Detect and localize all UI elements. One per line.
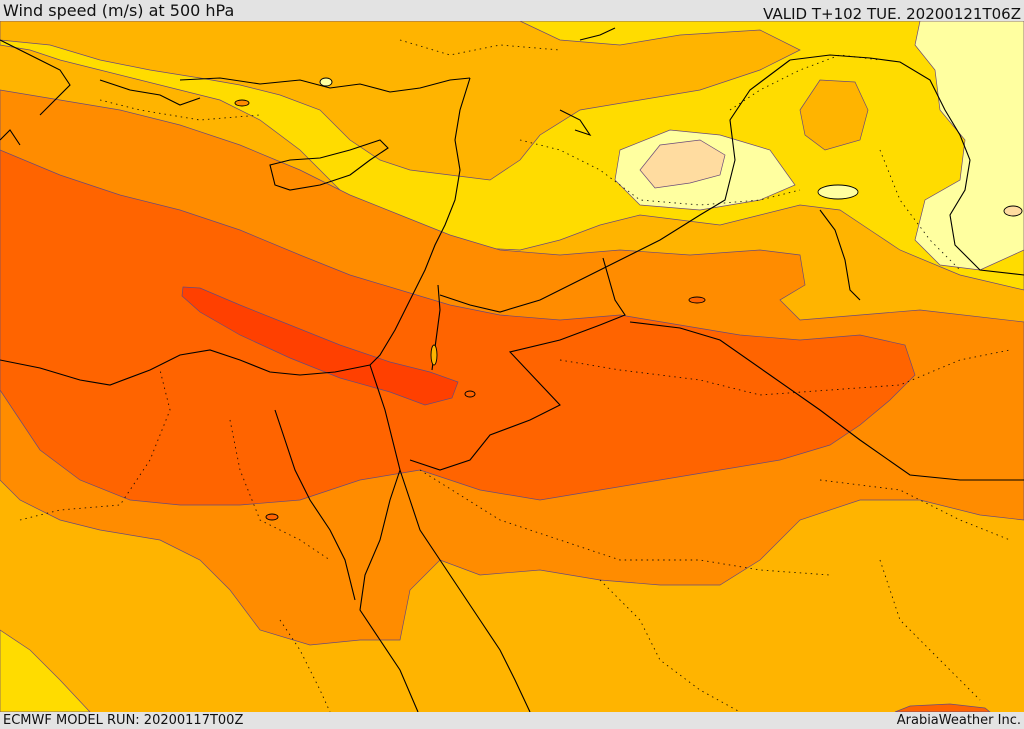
- valid-time-label: VALID T+102 TUE. 20200121T06Z: [763, 5, 1021, 23]
- wind-speed-map: [0, 21, 1024, 712]
- credit-label: ArabiaWeather Inc.: [896, 713, 1021, 728]
- band-moderate-patch: [799, 79, 869, 151]
- band-very-strong: [0, 149, 916, 506]
- model-run-label: ECMWF MODEL RUN: 20200117T00Z: [3, 713, 244, 728]
- footer-bar: ECMWF MODEL RUN: 20200117T00Z ArabiaWeat…: [0, 712, 1024, 729]
- country-borders: [19, 39, 1011, 712]
- band-strong-patch: [894, 703, 991, 712]
- band-weak-pale-core: [639, 139, 726, 189]
- map-canvas: [0, 21, 1024, 712]
- map-title: Wind speed (m/s) at 500 hPa: [3, 1, 235, 20]
- header-bar: Wind speed (m/s) at 500 hPa VALID T+102 …: [0, 0, 1024, 23]
- band-light-southwest: [0, 629, 91, 712]
- small-features: [234, 77, 1023, 521]
- band-moderate-north: [0, 21, 801, 181]
- band-weakest: [914, 21, 1024, 271]
- coastlines: [0, 27, 1024, 712]
- band-jet-core: [181, 286, 459, 406]
